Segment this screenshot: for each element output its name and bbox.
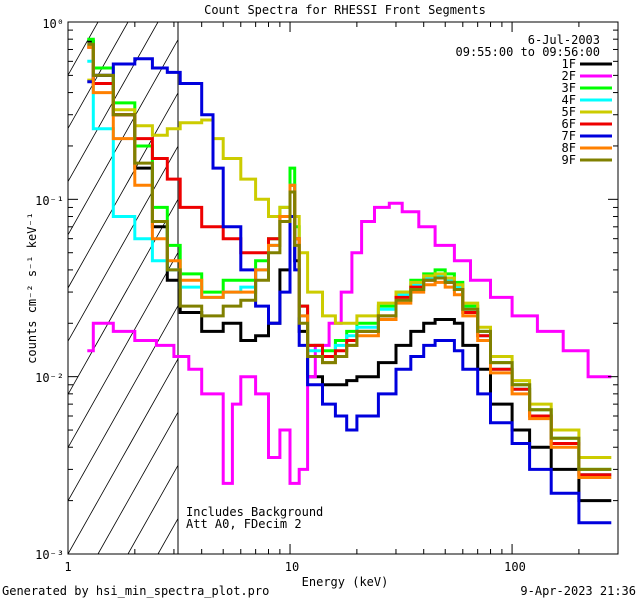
legend-label-4F: 4F [562,93,576,107]
hatch-line [68,251,178,449]
footer-timestamp: 9-Apr-2023 21:36 [520,584,636,598]
y-axis-label: counts cm⁻² s⁻¹ keV⁻¹ [25,212,39,364]
legend-label-8F: 8F [562,141,576,155]
legend-label-5F: 5F [562,105,576,119]
y-tick-label-1e-1: 10⁻¹ [35,194,64,208]
annotation-attenuator: Att A0, FDecim 2 [186,517,302,531]
hatch-line [97,411,178,554]
x-tick-label-10: 10 [285,560,299,574]
legend-label-2F: 2F [562,69,576,83]
axis-ticks [67,21,619,555]
plot-frame [67,21,619,555]
hatch-line [68,22,159,183]
footer-generated-by: Generated by hsi_min_spectra_plot.pro [2,584,269,598]
x-tick-label-100: 100 [504,560,526,574]
y-tick-label-1e0: 10⁰ [42,17,64,31]
series-line-2F [87,201,612,485]
chart-title: Count Spectra for RHESSI Front Segments [204,3,486,17]
legend-label-9F: 9F [562,153,576,167]
legend-label-3F: 3F [562,81,576,95]
hatched-region [68,22,178,554]
legend-label-1F: 1F [562,57,576,71]
hatch-line [68,304,178,502]
hatch-line [68,358,178,554]
hatch-line [68,145,178,343]
annotation-background: Includes Background [186,505,323,519]
legend-label-6F: 6F [562,117,576,131]
y-tick-label-1e-3: 10⁻³ [35,548,64,562]
y-tick-label-1e-2: 10⁻² [35,371,64,385]
legend-label-7F: 7F [562,129,576,143]
hatch-line [68,38,178,236]
hatch-line [68,22,129,130]
x-tick-label-1: 1 [64,560,71,574]
x-axis-label: Energy (keV) [302,575,389,589]
series-line-9F [87,42,612,471]
hatch-line [68,92,178,289]
series-line-7F [87,57,612,525]
date-label: 6-Jul-2003 [528,33,600,47]
hatch-line [68,198,178,396]
time-range-label: 09:55:00 to 09:56:00 [456,45,601,59]
series-layer [87,37,612,525]
